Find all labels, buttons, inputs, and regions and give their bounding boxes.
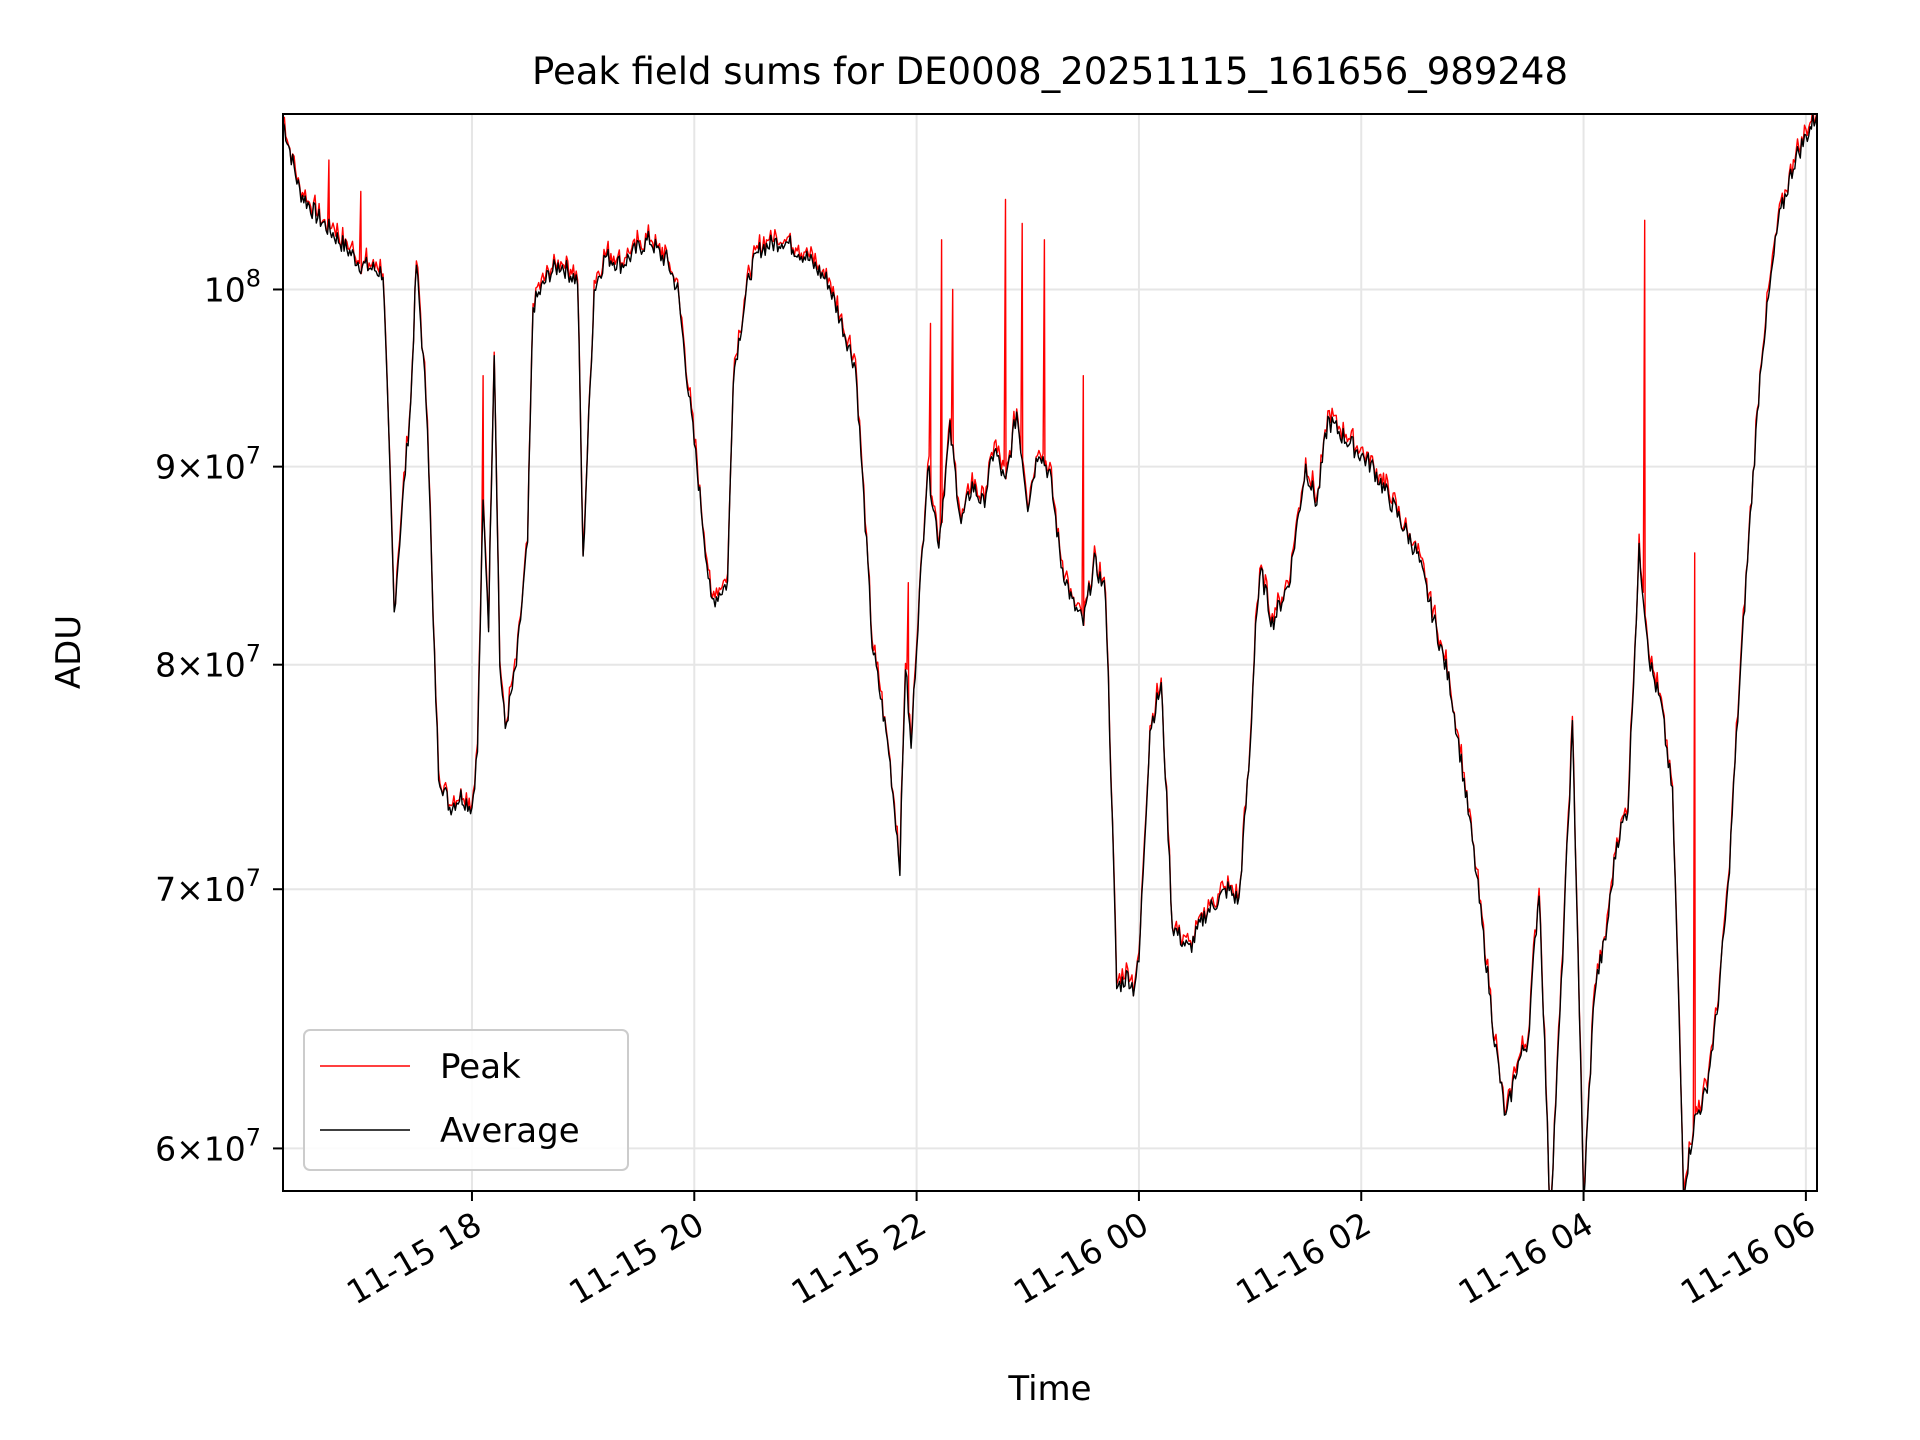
series-lines (283, 114, 1817, 1191)
y-tick-label: 108 (204, 264, 261, 309)
series-line-average (283, 114, 1817, 1191)
legend-label-peak: Peak (440, 1047, 521, 1087)
x-axis-label: Time (1007, 1369, 1091, 1409)
legend: Peak Average (303, 1029, 629, 1171)
y-tick-label: 9×107 (155, 442, 261, 487)
y-tick-label: 7×107 (155, 864, 261, 909)
legend-box (303, 1029, 629, 1171)
legend-label-average: Average (440, 1111, 580, 1151)
y-axis: 6×107 7×107 8×107 9×107 108 (155, 264, 283, 1168)
plot-frame (282, 113, 1818, 1192)
y-axis-label: ADU (49, 615, 89, 689)
chart-title: Peak field sums for DE0008_20251115_1616… (532, 50, 1568, 93)
y-tick-label: 8×107 (155, 640, 261, 685)
y-tick-label: 6×107 (155, 1123, 261, 1168)
